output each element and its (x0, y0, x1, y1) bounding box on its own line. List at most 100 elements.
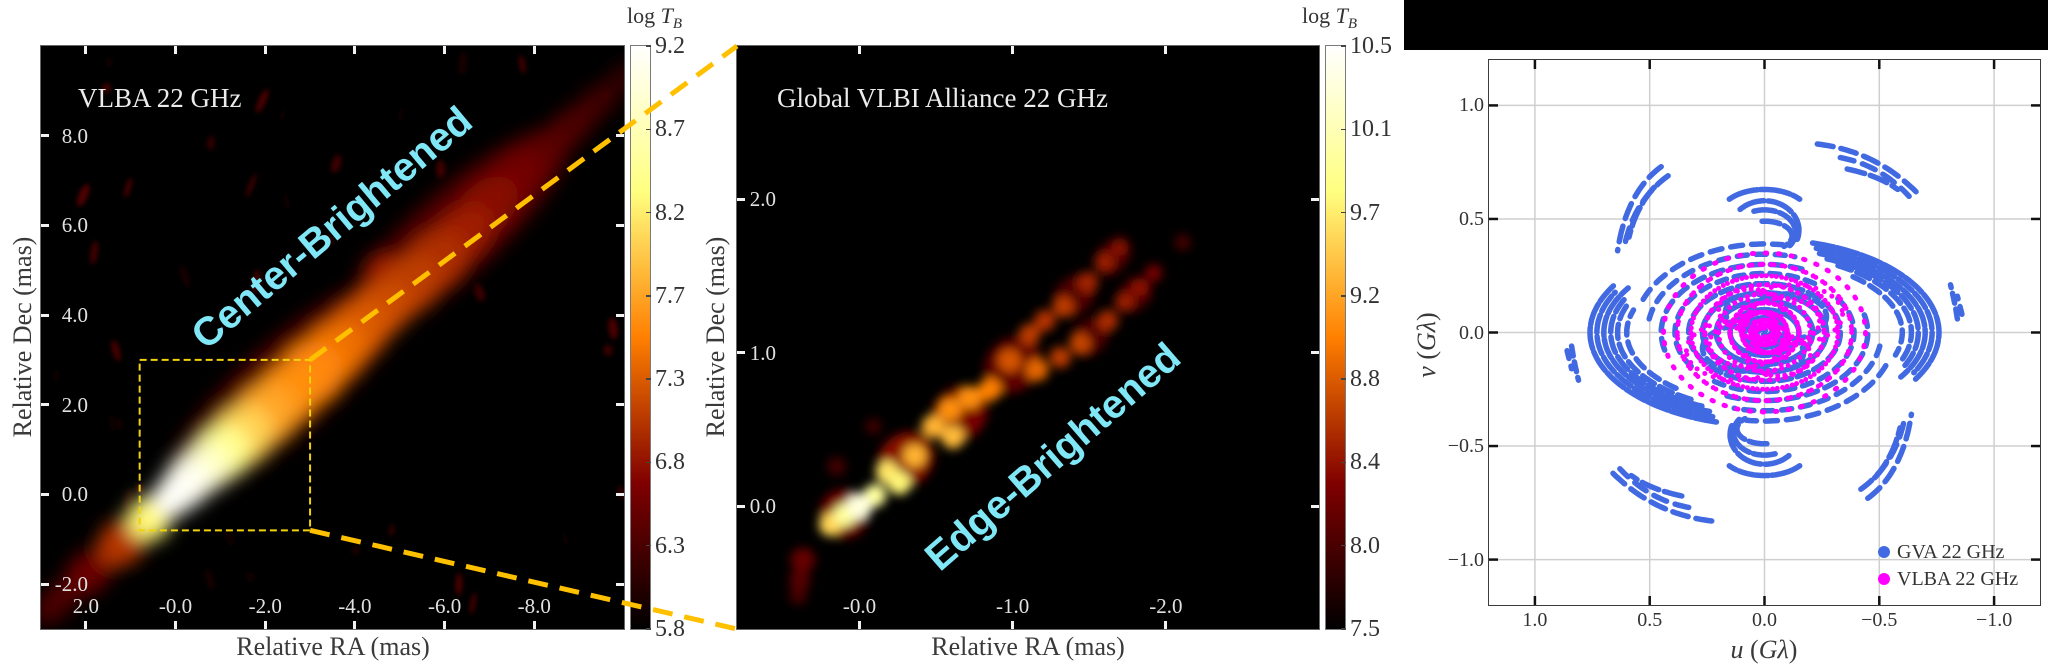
y-tick-mark (737, 504, 745, 508)
colorbar-tick-mark (1341, 544, 1346, 547)
uv-track (1743, 295, 1823, 347)
x-tick-label: 0.5 (1637, 609, 1663, 631)
noise-blob (108, 413, 117, 433)
uv-track (1954, 293, 1965, 318)
x-tick-label: 2.0 (72, 594, 99, 618)
uv-track (1710, 295, 1857, 395)
uv-track (1726, 186, 1803, 202)
uv-track (1752, 322, 1777, 343)
y-tick-mark (616, 403, 624, 407)
colorbar-tick-label: 10.5 (1350, 33, 1392, 59)
colorbar-title-sub: B (1347, 16, 1358, 32)
colorbar-title-var: T (1335, 3, 1348, 28)
legend-label: VLBA 22 GHz (1897, 568, 2019, 590)
uv-track (1751, 207, 1799, 249)
noise-blob (116, 417, 123, 430)
colorbar-tick-label: 8.4 (1350, 449, 1380, 476)
colorbar-tick-mark (1341, 461, 1346, 464)
noise-blob (207, 135, 215, 151)
uv-track (1835, 262, 1915, 362)
noise-blob (256, 88, 269, 113)
colorbar (1325, 45, 1346, 630)
noise-blob (550, 546, 558, 571)
y-tick-label: 2.0 (749, 187, 776, 212)
uv-track (1628, 472, 1685, 499)
x-tick-mark (443, 46, 447, 54)
colorbar-tick-mark (1341, 378, 1346, 380)
x-tick-mark (174, 621, 178, 629)
uv-track (1646, 251, 1798, 322)
colorbar-title-var: T (660, 3, 673, 28)
jet-component (1130, 277, 1149, 297)
uv-track (1871, 425, 1903, 481)
x-tick-label: -0.0 (842, 594, 877, 618)
uv-track (1626, 184, 1658, 240)
jet-component (1069, 332, 1091, 355)
x-tick-label: -4.0 (338, 594, 372, 618)
noise-blob (469, 592, 477, 615)
jet-component (152, 472, 199, 517)
y-tick-mark (1311, 351, 1319, 355)
colorbar-tick-label: 6.8 (655, 449, 685, 476)
noise-blob (331, 155, 342, 173)
uv-track (1706, 318, 1786, 370)
noise-blob (252, 269, 261, 294)
x-tick-label: -8.0 (517, 594, 551, 618)
x-tick-label: -2.0 (248, 594, 282, 618)
colorbar-tick-label: 10.1 (1350, 116, 1392, 143)
noise-blob (179, 264, 191, 288)
y-tick-mark (1311, 504, 1319, 508)
noise-blob (245, 571, 256, 583)
y-axis-label: v (Gλ) (1412, 312, 1441, 378)
noise-blob (246, 173, 257, 197)
uv-track (1738, 282, 1846, 347)
jet-component (827, 457, 846, 476)
uv-track (1837, 154, 1912, 200)
gva-jet-image (789, 234, 1191, 605)
jet-component (1096, 309, 1119, 332)
colorbar-tick-label: 8.2 (655, 199, 685, 226)
noise-blob (455, 573, 463, 596)
uv-track (1716, 286, 1786, 333)
uv-track (1730, 416, 1778, 458)
series-vlba (1661, 250, 1868, 415)
y-tick-mark (616, 223, 624, 227)
colorbar-title: log TB (1302, 3, 1357, 37)
y-tick-mark (1311, 197, 1319, 201)
colorbar (630, 45, 651, 630)
uv-plot-area (1489, 60, 2040, 605)
uv-track (1731, 343, 1883, 414)
x-tick-label: −1.0 (1975, 609, 2013, 631)
jet-component (998, 349, 1022, 372)
noise-blob (603, 344, 613, 356)
series-gva (1564, 141, 1965, 524)
jet-component (1077, 271, 1099, 293)
noise-blob (351, 546, 360, 555)
uv-track (1850, 274, 1906, 358)
noise-blob (617, 485, 624, 500)
uv-track (1727, 421, 1792, 467)
uv-track (1743, 332, 1813, 379)
uv-track (1737, 198, 1802, 244)
x-axis-label: Relative RA (mas) (236, 632, 430, 661)
x-tick-mark (1011, 46, 1015, 54)
uv-track (1745, 332, 1807, 374)
y-tick-mark (41, 492, 49, 496)
jet-component (41, 581, 79, 624)
x-tick-mark (532, 46, 536, 54)
uv-track (1809, 240, 1942, 382)
noise-blob (90, 240, 99, 265)
panel-title: VLBA 22 GHz (78, 83, 242, 113)
y-tick-label: 0.5 (1459, 207, 1484, 230)
uv-track (1564, 347, 1575, 372)
panel-title: Global VLBI Alliance 22 GHz (777, 83, 1108, 113)
y-tick-label: 0.0 (1459, 321, 1484, 344)
y-tick-label: 8.0 (61, 123, 88, 148)
jet-component (1094, 252, 1115, 273)
jet-component (1025, 358, 1049, 382)
uv-track (1750, 323, 1793, 356)
uv-track (1683, 318, 1791, 383)
noise-blob (608, 317, 618, 340)
colorbar-tick-label: 8.7 (655, 116, 685, 143)
uv-track (1614, 163, 1664, 254)
